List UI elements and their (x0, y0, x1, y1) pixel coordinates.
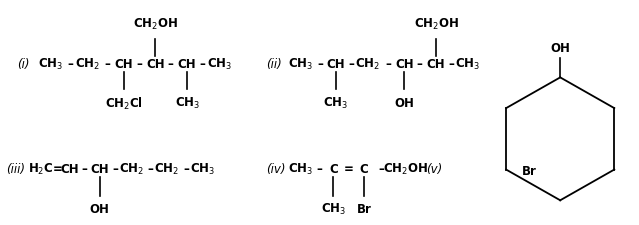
Text: CH$_2$: CH$_2$ (355, 57, 380, 72)
Text: CH: CH (114, 58, 133, 71)
Text: –: – (385, 58, 391, 71)
Text: CH: CH (327, 58, 345, 71)
Text: CH$_3$: CH$_3$ (455, 57, 481, 72)
Text: CH$_3$: CH$_3$ (207, 57, 232, 72)
Text: (iii): (iii) (6, 163, 25, 176)
Text: CH: CH (395, 58, 413, 71)
Text: –: – (136, 58, 142, 71)
Text: C: C (329, 163, 338, 176)
Text: –: – (104, 58, 111, 71)
Text: =: = (344, 163, 353, 176)
Text: =: = (52, 163, 62, 176)
Text: OH: OH (89, 202, 110, 216)
Text: CH$_3$: CH$_3$ (174, 96, 199, 111)
Text: CH: CH (60, 163, 79, 176)
Text: CH$_3$: CH$_3$ (288, 57, 313, 72)
Text: (iv): (iv) (266, 163, 285, 176)
Text: –: – (417, 58, 422, 71)
Text: CH$_2$: CH$_2$ (119, 162, 144, 177)
Text: –: – (183, 163, 189, 176)
Text: –: – (68, 58, 73, 71)
Text: –: – (199, 58, 205, 71)
Text: –: – (112, 163, 118, 176)
Text: CH$_2$: CH$_2$ (155, 162, 180, 177)
Text: –: – (348, 58, 354, 71)
Text: Br: Br (522, 165, 537, 178)
Text: C: C (360, 163, 368, 176)
Text: CH$_2$OH: CH$_2$OH (413, 17, 459, 32)
Text: –: – (316, 163, 323, 176)
Text: –: – (167, 58, 174, 71)
Text: CH$_2$OH: CH$_2$OH (133, 17, 178, 32)
Text: H$_2$C: H$_2$C (28, 162, 54, 177)
Text: (i): (i) (17, 58, 29, 71)
Text: CH$_3$: CH$_3$ (190, 162, 215, 177)
Text: CH: CH (178, 58, 196, 71)
Text: Br: Br (357, 202, 371, 216)
Text: –: – (379, 163, 385, 176)
Text: (ii): (ii) (266, 58, 281, 71)
Text: CH$_3$: CH$_3$ (38, 57, 63, 72)
Text: CH$_2$: CH$_2$ (75, 57, 100, 72)
Text: CH$_3$: CH$_3$ (321, 202, 346, 217)
Text: –: – (148, 163, 153, 176)
Text: CH$_2$Cl: CH$_2$Cl (105, 96, 142, 112)
Text: (v): (v) (426, 163, 442, 176)
Text: CH: CH (427, 58, 445, 71)
Text: –: – (318, 58, 324, 71)
Text: OH: OH (394, 97, 414, 110)
Text: –: – (82, 163, 88, 176)
Text: –: – (449, 58, 454, 71)
Text: CH$_3$: CH$_3$ (288, 162, 313, 177)
Text: CH: CH (146, 58, 165, 71)
Text: CH$_2$OH: CH$_2$OH (383, 162, 428, 177)
Text: OH: OH (550, 42, 570, 55)
Text: CH$_3$: CH$_3$ (323, 96, 348, 111)
Text: CH: CH (90, 163, 109, 176)
